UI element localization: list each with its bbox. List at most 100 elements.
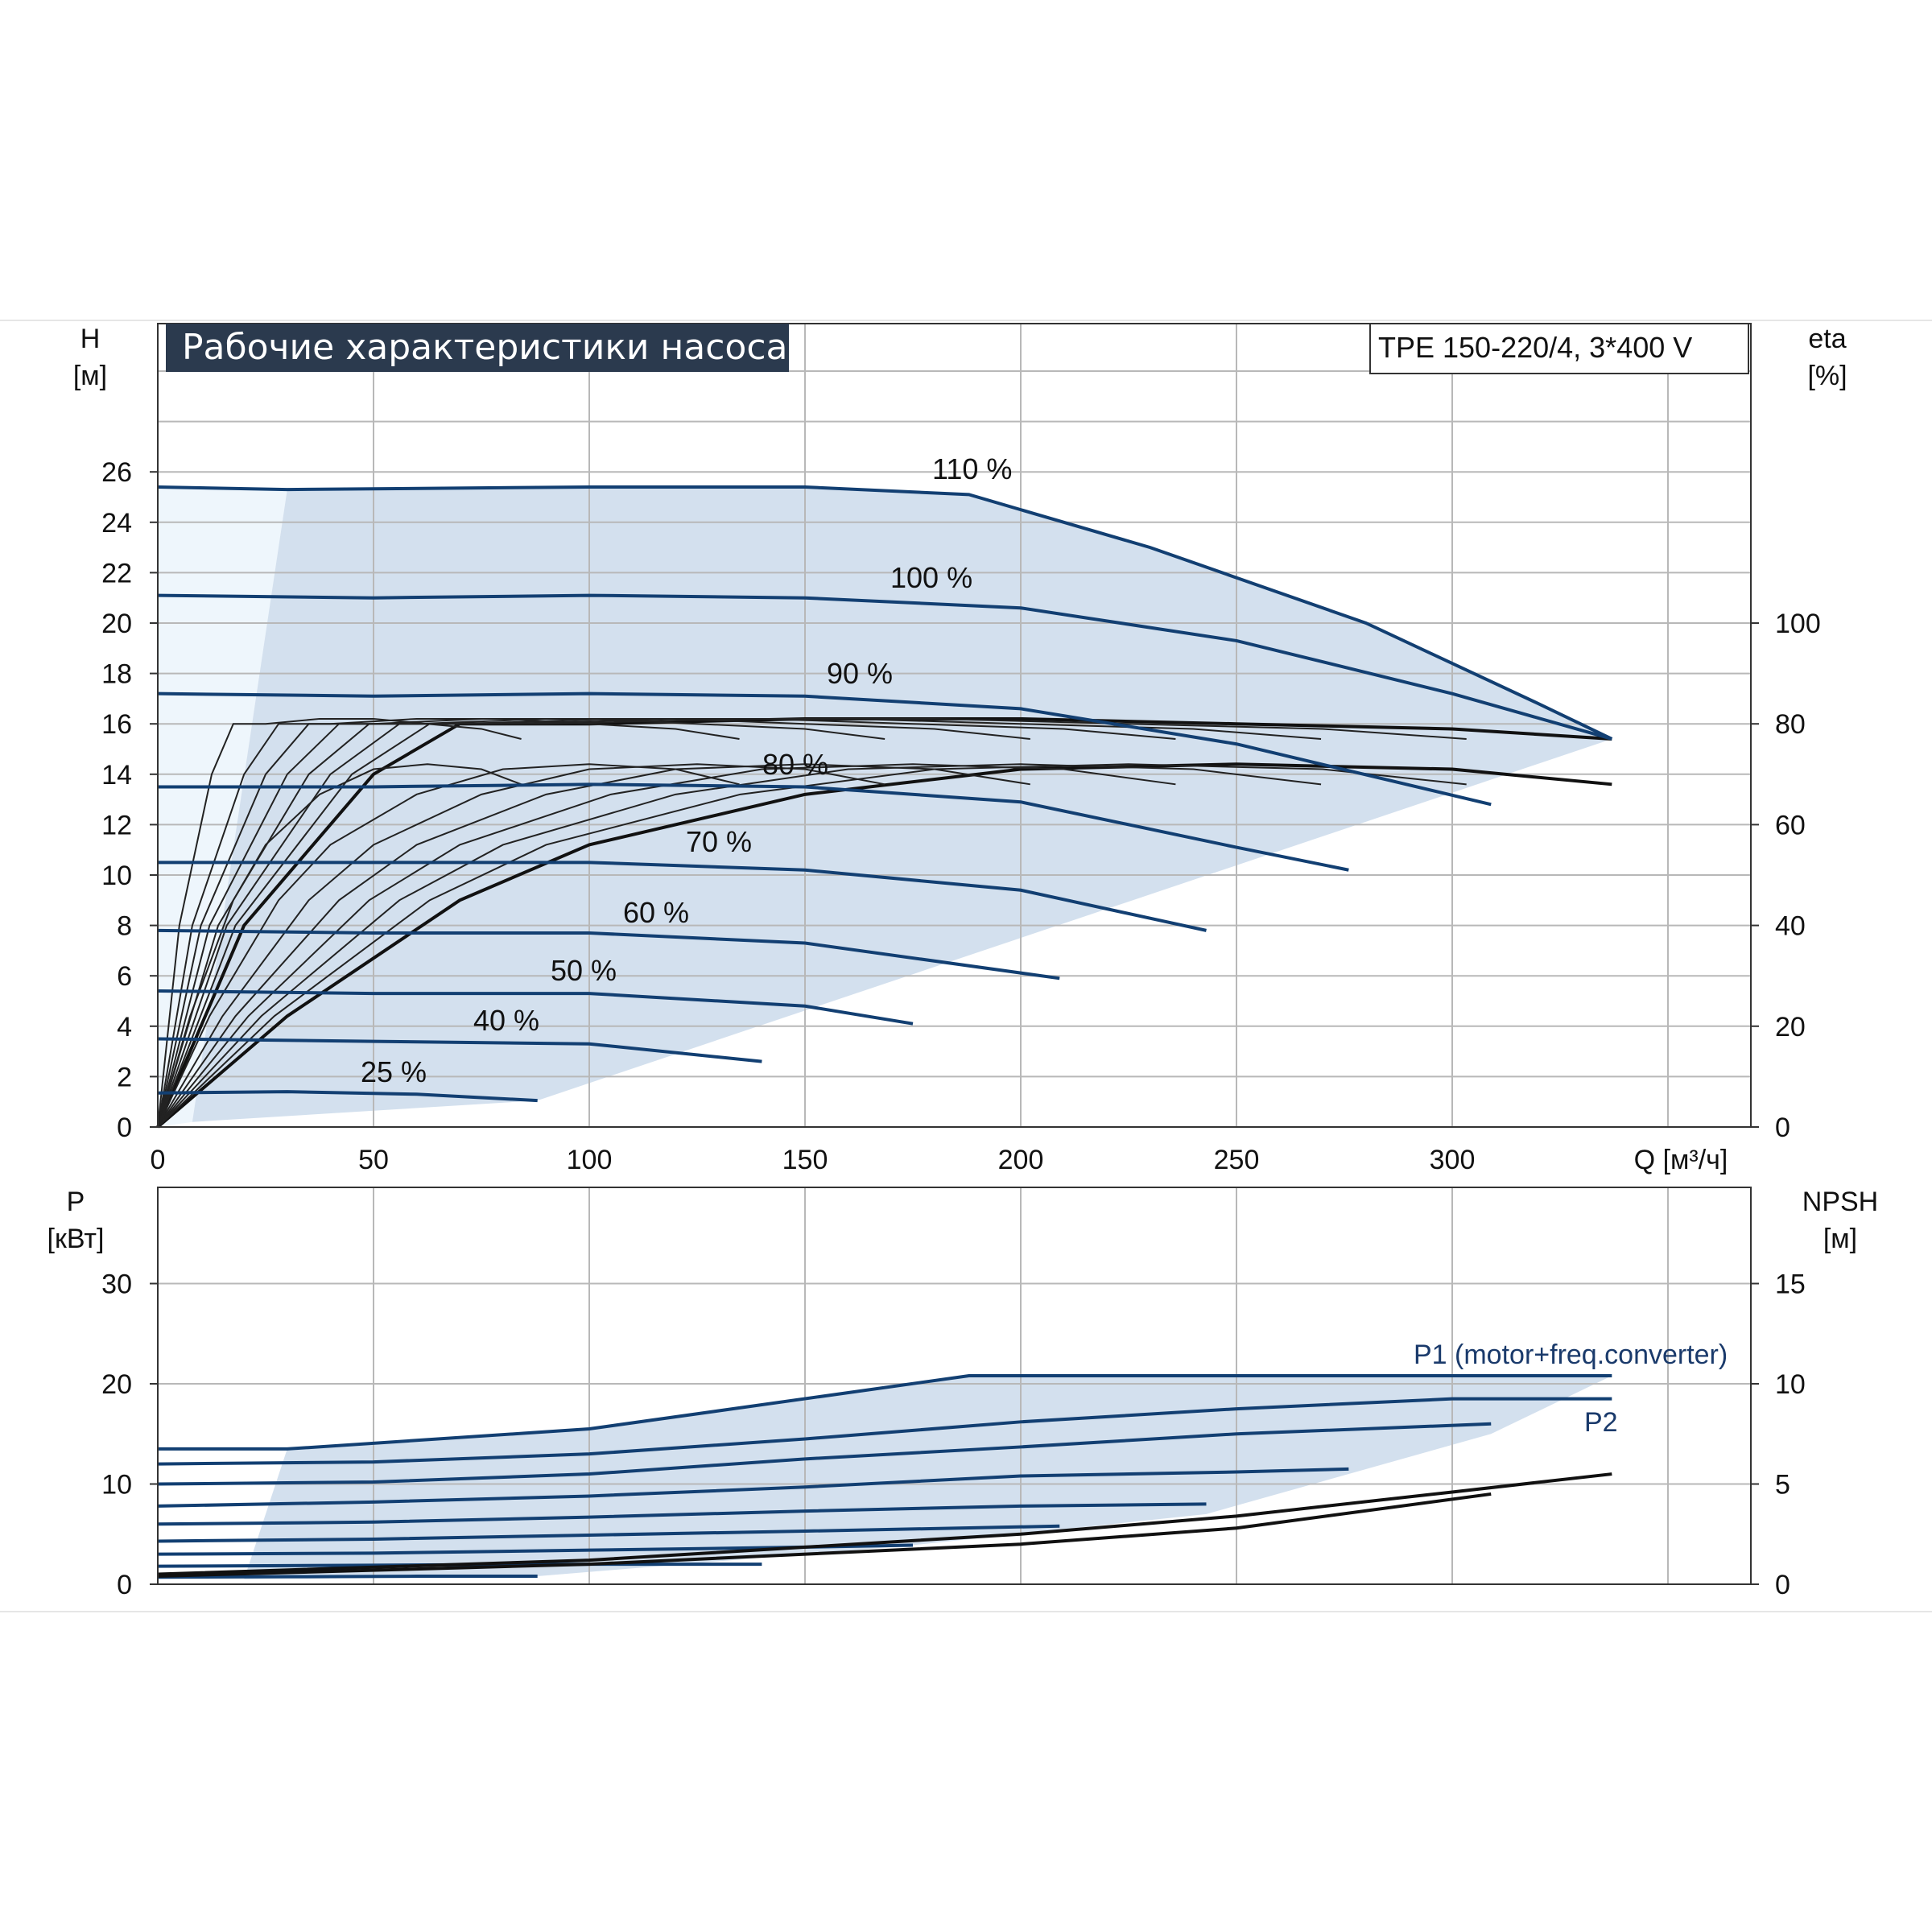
x-tick-label: 150 — [782, 1145, 828, 1175]
y-left-label-1: H — [80, 324, 101, 354]
efficiency-curve-speed — [157, 717, 1467, 1128]
speed-label: 90 % — [827, 657, 893, 690]
power-curve — [157, 1397, 1612, 1466]
p-axis-label-1: P — [67, 1187, 85, 1217]
power-curve — [157, 1422, 1492, 1486]
title-banner — [166, 324, 789, 372]
efficiency-curve-speed — [157, 763, 522, 1128]
power-plot-frame — [157, 1187, 1752, 1585]
y-right-tick-label: 100 — [1775, 609, 1821, 639]
y-left-tick-label: 10 — [101, 861, 132, 891]
speed-labels: 110 % 100 % 90 % 80 % 70 % 60 %50 % 40 % 25 % — [361, 452, 1012, 1088]
head-curves — [157, 485, 1613, 1103]
head-efficiency-panel: 0 50 100 150 200 250 3000246810121416182022242… — [73, 323, 1847, 1175]
y-left-tick-label: 24 — [101, 508, 132, 539]
power-curve — [157, 1575, 538, 1579]
y-left-tick-label: 6 — [117, 961, 132, 992]
y-left-tick-label: 16 — [101, 709, 132, 740]
power-curve — [157, 1524, 1060, 1543]
head-curve — [157, 1037, 762, 1063]
p-tick-label: 20 — [101, 1369, 132, 1400]
npsh-curve — [157, 1492, 1492, 1579]
model-label: TPE 150-220/4, 3*400 V — [1378, 331, 1692, 364]
speed-label: 40 % — [473, 1004, 539, 1037]
speed-label: 25 % — [361, 1055, 427, 1088]
head-curve — [157, 1090, 538, 1103]
npsh-tick-label: 5 — [1775, 1470, 1790, 1501]
speed-label: 110 % — [932, 452, 1012, 485]
y-left-tick-label: 14 — [101, 760, 132, 791]
x-tick-label: 0 — [151, 1145, 166, 1175]
efficiency-curve-speed — [157, 763, 1322, 1128]
y-right-tick-label: 80 — [1775, 709, 1806, 740]
power-curve — [158, 1374, 1612, 1451]
head-curve — [158, 861, 1207, 932]
efficiency-curve-speed — [157, 763, 1467, 1128]
power-npsh-panel: 0 10 20 30 0 5 10 15 P [кВт] NPSH [м] P1 (motor… — [47, 1187, 1878, 1600]
y-left-tick-label: 2 — [117, 1062, 132, 1092]
npsh-axis-label-2: [м] — [1823, 1224, 1857, 1254]
power-curves — [157, 1374, 1612, 1579]
efficiency-curve-speed — [157, 763, 740, 1128]
head-plot-frame — [157, 323, 1752, 1128]
y-left-label-2: [м] — [73, 361, 107, 391]
model-box — [1369, 323, 1749, 374]
y-left-tick-label: 8 — [117, 911, 132, 942]
y-left-tick-label: 22 — [101, 558, 132, 588]
npsh-tick-label: 10 — [1775, 1369, 1806, 1400]
speed-label: 60 % — [623, 896, 689, 929]
power-curve — [157, 1467, 1349, 1508]
head-curve — [157, 691, 1492, 807]
speed-label: 50 % — [551, 954, 617, 987]
y-left-tick-label: 12 — [101, 810, 132, 840]
x-tick-label: 300 — [1430, 1145, 1476, 1175]
y-left-tick-label: 26 — [101, 457, 132, 488]
p-tick-label: 30 — [101, 1269, 132, 1300]
head-curve — [157, 989, 914, 1026]
y-left-tick-label: 0 — [117, 1113, 132, 1143]
x-tick-label: 250 — [1214, 1145, 1260, 1175]
efficiency-curve-speed — [157, 717, 1176, 1128]
efficiency-curve-speed — [157, 717, 1030, 1128]
efficiency-curve — [156, 716, 1612, 1128]
power-curve — [157, 1502, 1207, 1526]
head-curve — [158, 782, 1349, 872]
y-right-label-2: [%] — [1807, 361, 1847, 391]
efficiency-curve-speed — [157, 717, 1322, 1128]
npsh-axis-label-1: NPSH — [1802, 1187, 1878, 1217]
y-left-tick-label: 4 — [117, 1012, 132, 1042]
p-tick-label: 0 — [117, 1570, 132, 1600]
legend-p2: P2 — [1584, 1407, 1618, 1438]
efficiency-curve-speed — [157, 717, 740, 1128]
npsh-curves — [157, 1472, 1612, 1579]
head-curve — [157, 928, 1060, 980]
npsh-tick-label: 15 — [1775, 1269, 1806, 1300]
x-tick-label: 100 — [567, 1145, 613, 1175]
speed-label: 100 % — [890, 561, 972, 594]
x-tick-label: 200 — [998, 1145, 1044, 1175]
efficiency-curve — [156, 762, 1612, 1129]
legend-p1: P1 (motor+freq.converter) — [1414, 1340, 1728, 1370]
head-tick-labels: 0 50 100 150 200 250 3000246810121416182022242… — [101, 457, 1821, 1175]
efficiency-curve-speed — [157, 717, 886, 1128]
power-grid — [158, 1187, 1751, 1584]
head-curve — [157, 485, 1613, 741]
x-axis-label: Q [м³/ч] — [1634, 1145, 1728, 1175]
y-right-tick-label: 0 — [1775, 1113, 1790, 1143]
speed-label: 80 % — [762, 748, 828, 781]
efficiency-curve-speed — [157, 763, 886, 1128]
y-left-tick-label: 20 — [101, 609, 132, 639]
x-tick-label: 50 — [358, 1145, 389, 1175]
y-right-tick-label: 20 — [1775, 1012, 1806, 1042]
y-right-label-1: eta — [1808, 324, 1846, 354]
efficiency-curves — [156, 716, 1612, 1129]
y-right-tick-label: 40 — [1775, 911, 1806, 942]
power-range-area — [244, 1376, 1612, 1579]
y-right-tick-label: 60 — [1775, 810, 1806, 840]
head-curve — [157, 593, 1612, 741]
chart-title: Рабочие характеристики насоса — [182, 327, 787, 368]
p-tick-label: 10 — [101, 1470, 132, 1501]
npsh-curve — [157, 1472, 1612, 1576]
efficiency-curve-speed — [157, 717, 522, 1128]
